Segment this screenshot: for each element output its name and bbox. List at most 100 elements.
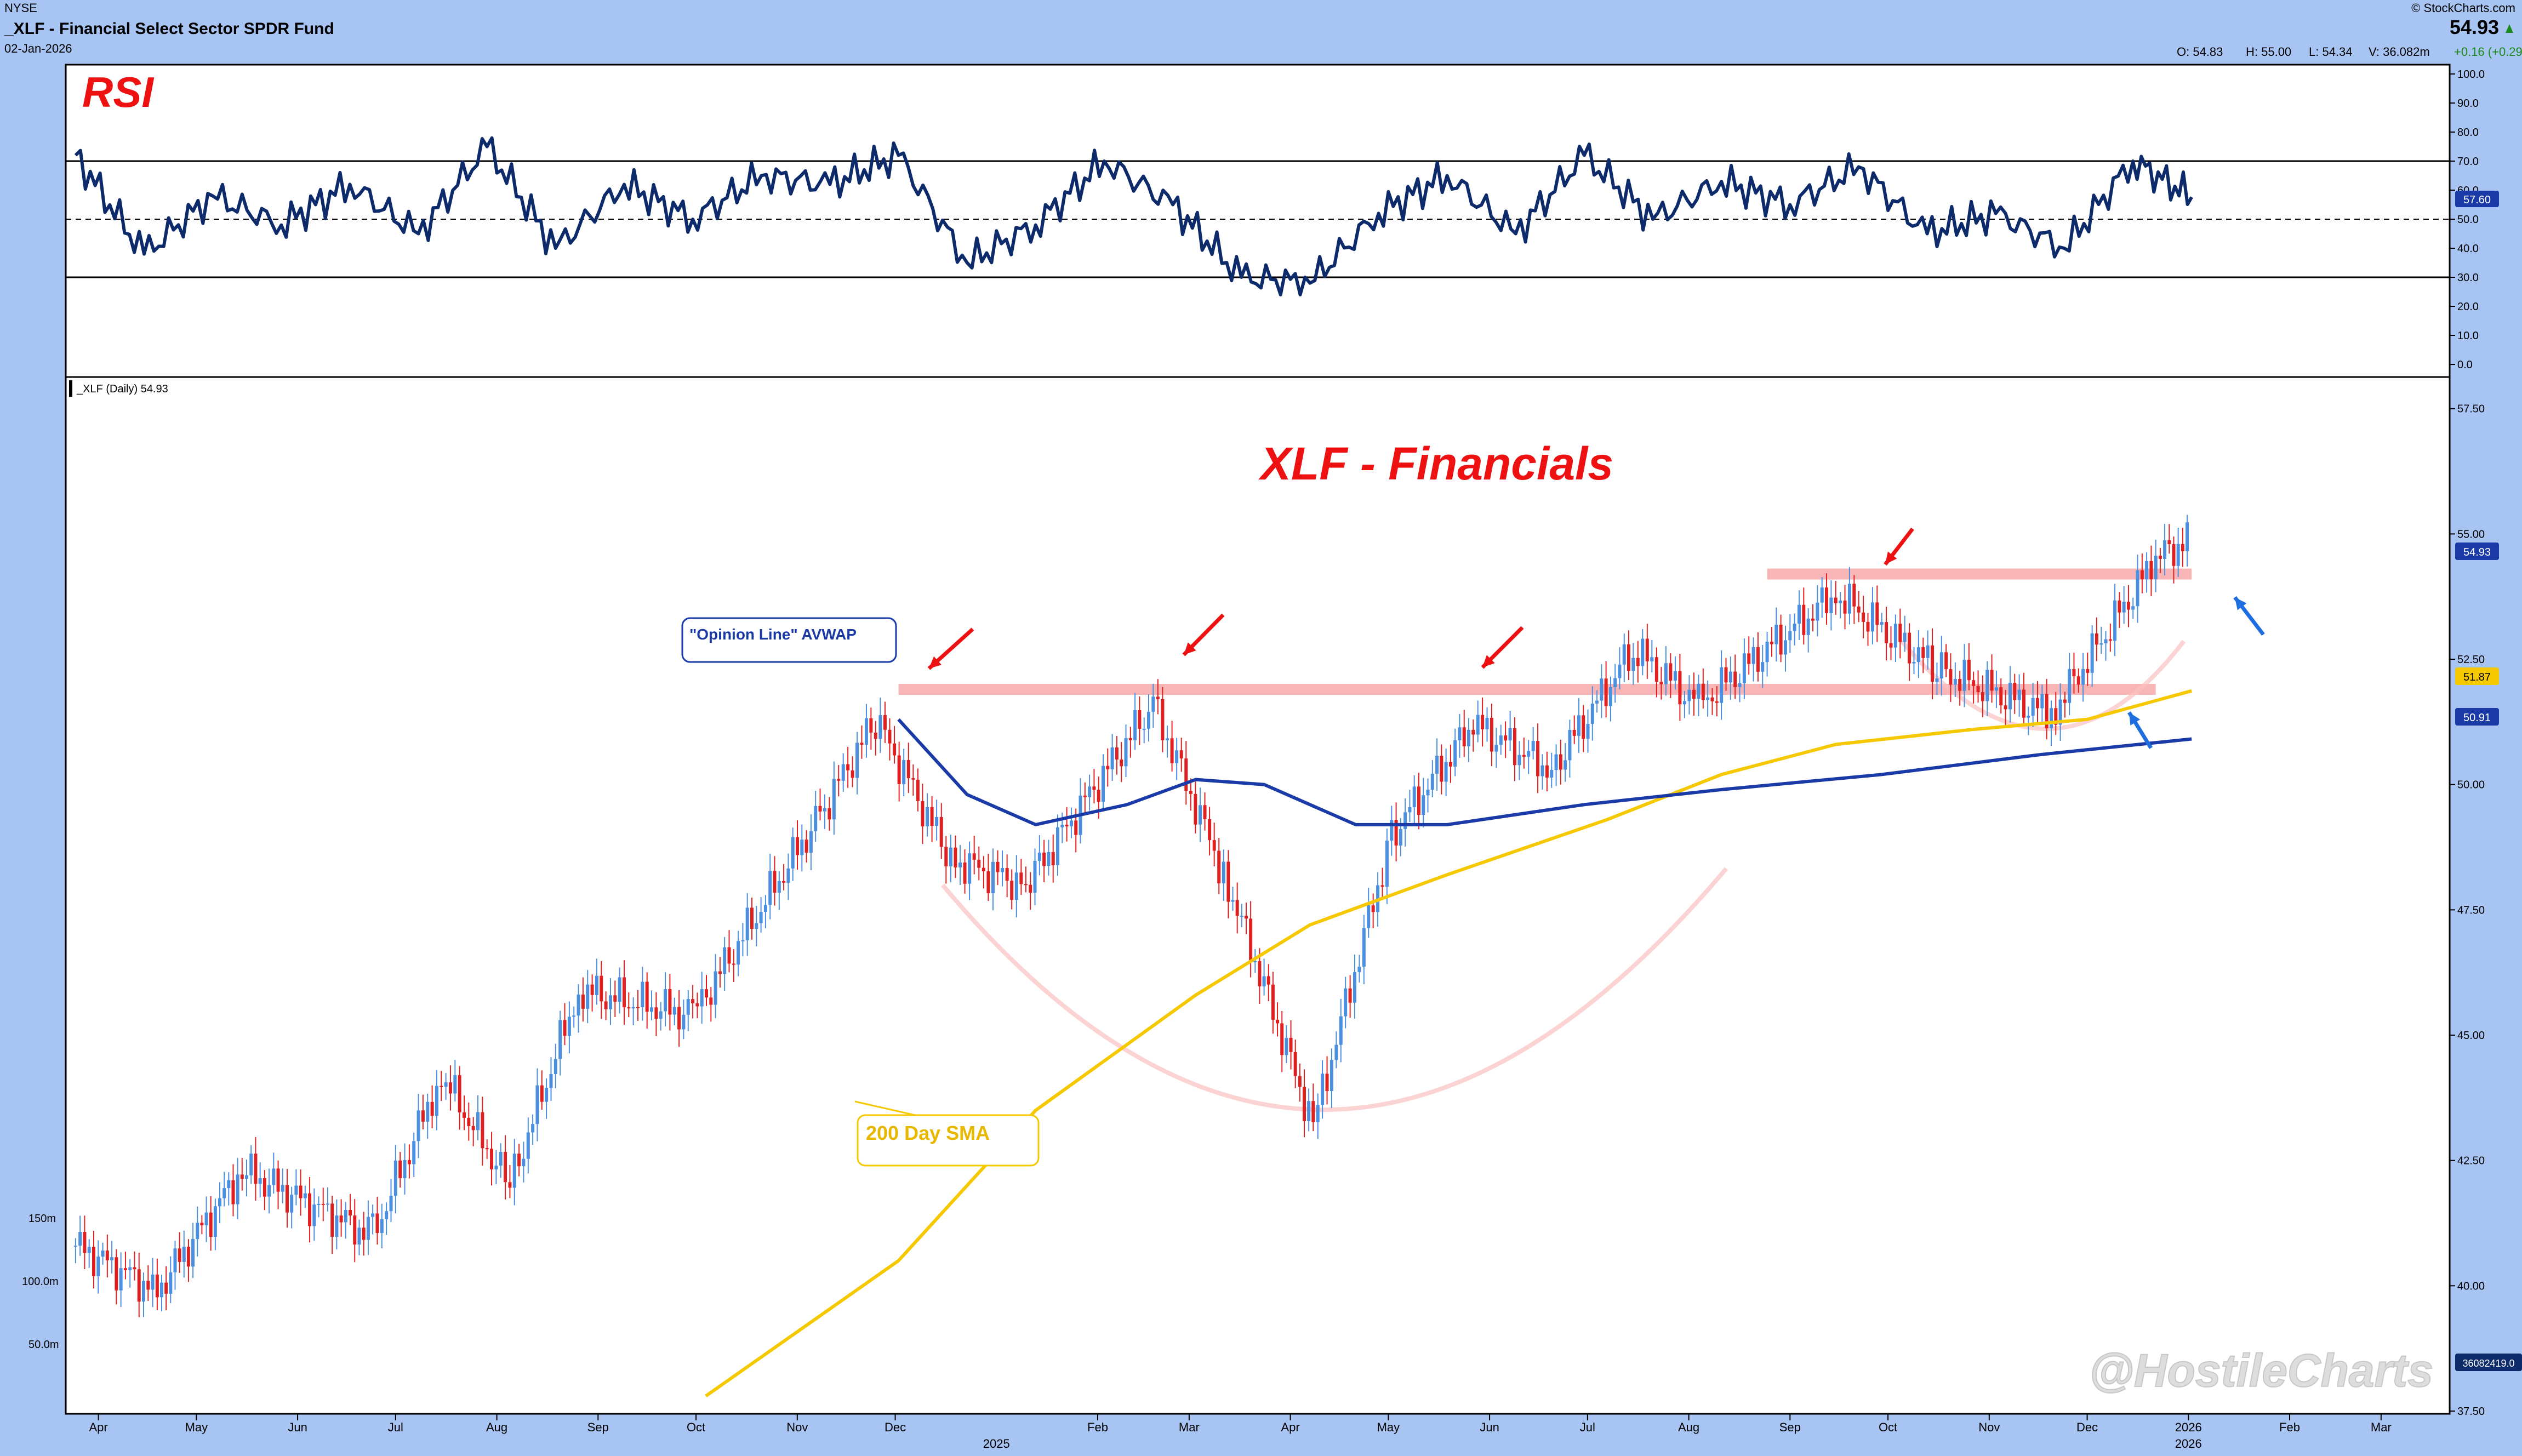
sma-callout-text: 200 Day SMA [866, 1122, 990, 1144]
volume-badge [2455, 1354, 2522, 1371]
candle-body [1981, 692, 1984, 701]
rsi-tick-label: 0.0 [2457, 359, 2473, 371]
volume-tick-100m: 100.0m [22, 1276, 59, 1288]
candle-body [1935, 678, 1939, 682]
candle-body [371, 1213, 375, 1217]
candle-body [1311, 1101, 1315, 1123]
candle-body [1847, 584, 1851, 614]
candle-body [977, 859, 981, 868]
candle-body [1802, 604, 1806, 635]
candle-body [430, 1101, 434, 1116]
arrow-icon-red-may [1481, 626, 1524, 669]
candle-body [335, 1215, 339, 1237]
candle-body [595, 975, 598, 995]
candle-body [227, 1180, 231, 1189]
candle-body [2108, 639, 2112, 641]
candle-body [1687, 689, 1691, 701]
candle-body [1128, 738, 1132, 740]
candle-body [549, 1074, 553, 1088]
candle-body [182, 1247, 186, 1262]
candle-body [290, 1195, 294, 1213]
candle-body [622, 977, 626, 1008]
candle-body [1334, 1044, 1338, 1060]
candle-body [299, 1185, 303, 1198]
candle-body [745, 907, 749, 940]
candle-body [1564, 760, 1567, 770]
candle-body [2045, 694, 2049, 729]
candle-body [1627, 644, 1630, 671]
candle-body [1481, 715, 1485, 729]
candle-body [1839, 600, 1842, 603]
candle-body [508, 1182, 512, 1188]
last-price: 54.93 [2450, 16, 2499, 38]
x-tick-label: Nov [786, 1420, 808, 1434]
x-tick-label: Jul [388, 1420, 403, 1434]
candle-body [1536, 741, 1540, 776]
candle-body [1921, 647, 1925, 658]
candle-body [2172, 544, 2176, 566]
candle-body [512, 1154, 516, 1188]
x-tick-label: Mar [2371, 1420, 2392, 1434]
candle-body [1217, 850, 1221, 883]
candle-body [1738, 683, 1742, 687]
candle-body [1212, 840, 1216, 851]
candle-body [1010, 881, 1014, 900]
candle-body [389, 1196, 393, 1212]
rsi-tick-label: 70.0 [2457, 156, 2479, 168]
candle-body [1019, 872, 1023, 884]
candle-body [1166, 738, 1169, 740]
candle-body [636, 1007, 640, 1008]
candle-body [926, 807, 929, 827]
candle-body [494, 1166, 498, 1170]
candle-body [1641, 638, 1645, 666]
candle-body [349, 1209, 352, 1216]
arrow-icon-red-sep [1884, 527, 1914, 566]
candle-body [1485, 718, 1489, 729]
candle-body [930, 807, 934, 826]
candle-body [1761, 662, 1765, 672]
sma-callout [857, 1114, 1040, 1167]
candle-body [87, 1247, 91, 1253]
candle-body [939, 816, 943, 847]
candle-body [1271, 984, 1275, 1020]
candle-body [613, 995, 617, 1002]
candle-body [1408, 807, 1412, 813]
x-tick-label: May [1377, 1420, 1400, 1434]
ohlc-high: H: 55.00 [2246, 45, 2291, 59]
candle-body [2031, 698, 2035, 716]
candle-body [1692, 689, 1696, 699]
candle-body [1678, 671, 1682, 705]
candle-body [1590, 703, 1594, 724]
candle-body [407, 1160, 411, 1164]
candle-body [916, 779, 920, 801]
candle-body [204, 1212, 208, 1226]
candle-body [258, 1178, 262, 1184]
candle-body [700, 989, 704, 1007]
candle-body [308, 1193, 312, 1226]
candle-body [1226, 861, 1230, 902]
candle-body [1476, 715, 1480, 735]
candle-body [723, 947, 727, 974]
candle-body [911, 778, 915, 780]
candle-body [272, 1168, 276, 1185]
candle-body [641, 981, 644, 1007]
candle-body [78, 1231, 82, 1246]
rsi-tick-label: 100.0 [2457, 68, 2485, 81]
candle-body [285, 1185, 289, 1213]
rsi-tick-label: 80.0 [2457, 127, 2479, 139]
candle-body [1348, 988, 1352, 1003]
candle-body [92, 1247, 95, 1276]
candle-body [883, 715, 887, 730]
candle-body [2081, 669, 2085, 685]
candle-body [828, 808, 831, 820]
x-tick-label: Apr [89, 1420, 107, 1434]
candle-body [1751, 647, 1755, 664]
x-axis: Apr May Jun Jul Aug Sep Oct Nov Dec Feb Mar Apr May J… [89, 1414, 2392, 1451]
candle-body [1325, 1074, 1329, 1092]
volume-tick-50m: 50.0m [28, 1339, 59, 1351]
candle-body [1608, 687, 1612, 706]
candle-body [1793, 623, 1796, 631]
price-title: XLF - Financials [1258, 438, 1613, 489]
candle-body [1422, 795, 1425, 815]
candle-body [958, 862, 962, 867]
